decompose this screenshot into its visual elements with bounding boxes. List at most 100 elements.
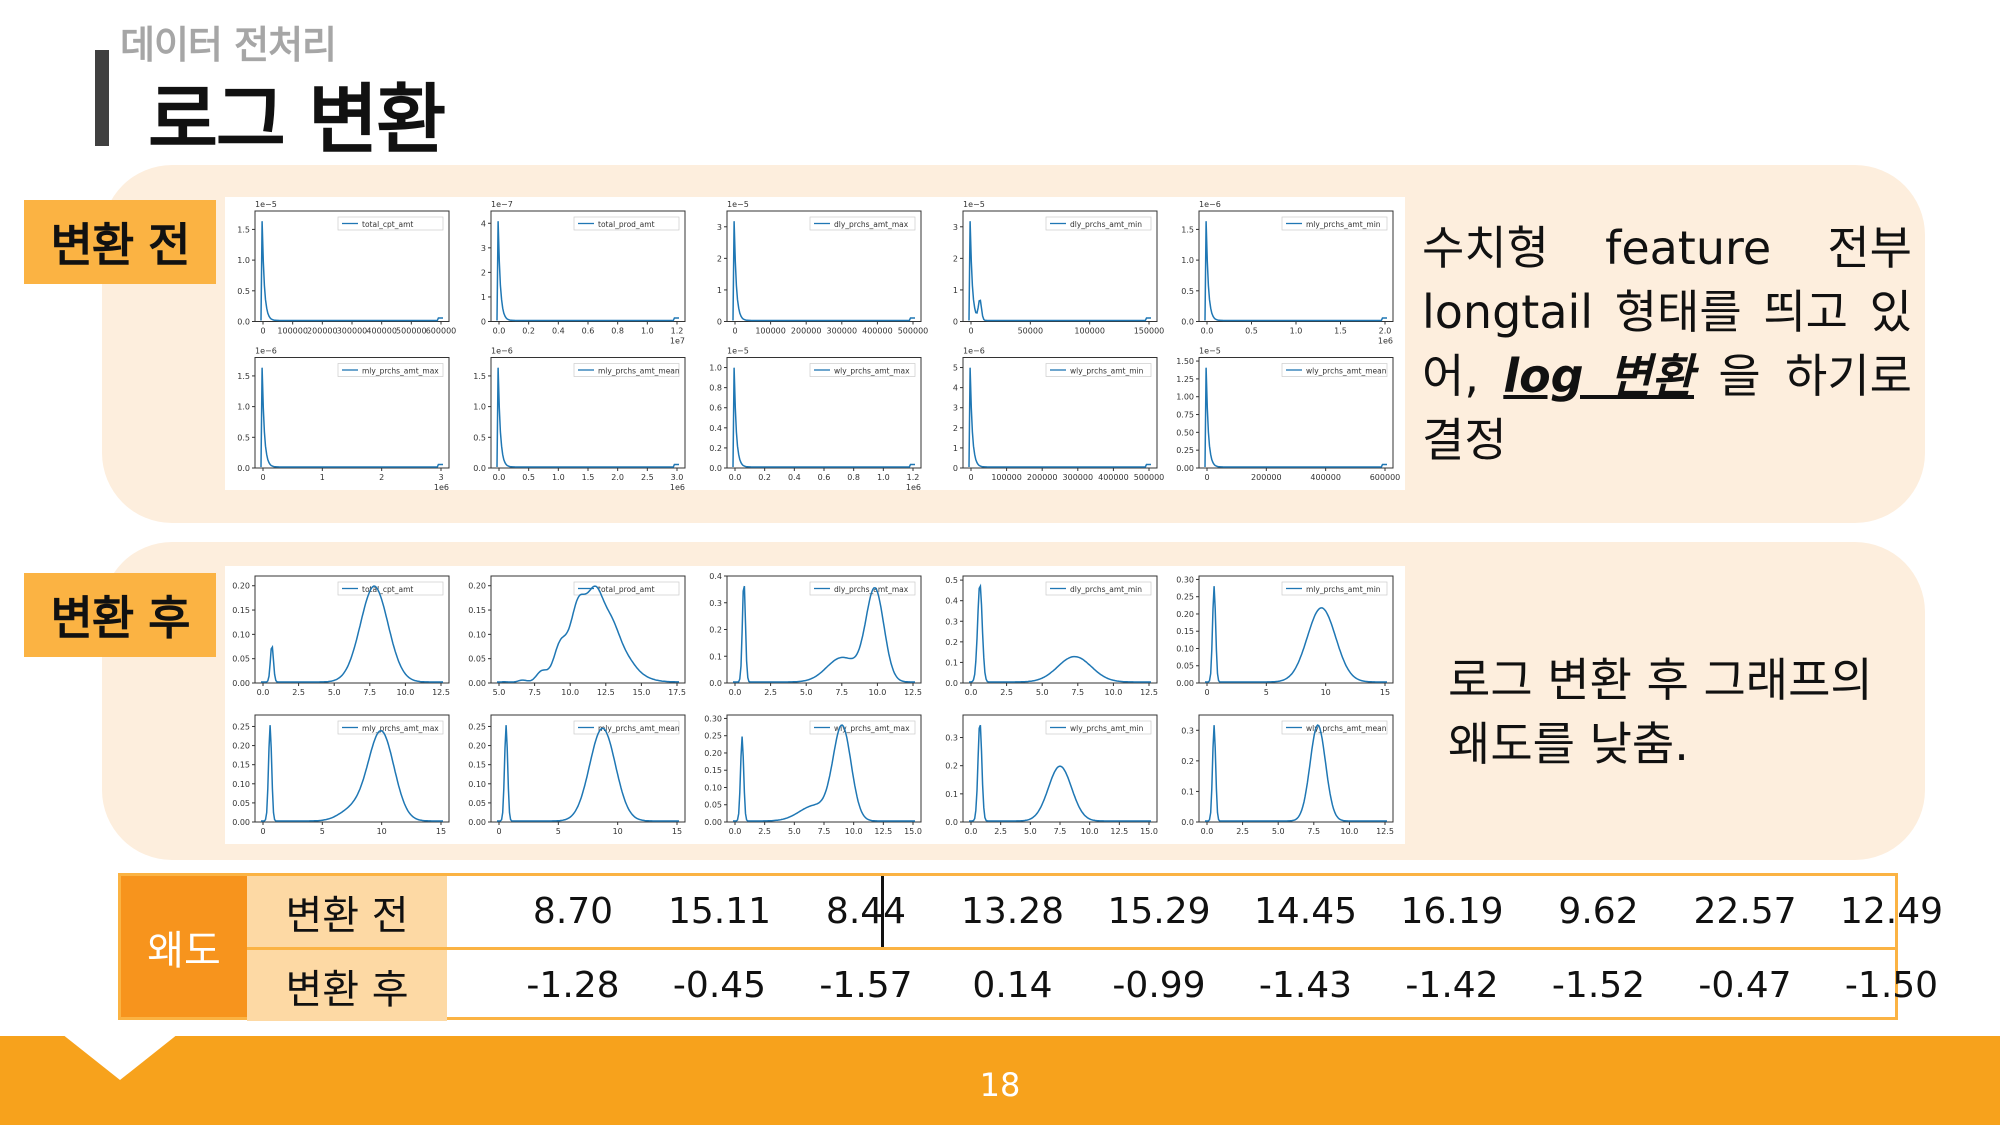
y-tick-label: 0.00 (232, 818, 250, 827)
y-tick-label: 1 (953, 444, 958, 453)
y-tick-label: 1 (953, 286, 958, 295)
x-tick-label: 10 (377, 827, 387, 836)
x-tick-label: 7.5 (528, 688, 541, 697)
legend-box (1045, 363, 1152, 377)
x-tick-label: 12.5 (432, 688, 450, 697)
plot-total_cpt_amt: 0.00 0.05 0.10 0.15 0.20 0.0 2.5 5.0 7.5 10.0 12.5… (232, 575, 450, 697)
x-tick-label: 0.4 (788, 473, 801, 482)
y-tick-label: 0.00 (1176, 679, 1194, 688)
plot-dly_prchs_amt_min: 0 1 2 3 0 50000 100000 150000 1e−5 dly_prchs_amt_… (953, 200, 1164, 336)
skew-cell-before-4: 13.28 (960, 891, 1065, 932)
y-tick-label: 0.00 (704, 818, 722, 827)
x-tick-label: 1.0 (1290, 327, 1303, 336)
x-tick-label: 0.0 (729, 827, 742, 836)
y-tick-label: 0.10 (232, 780, 250, 789)
x-tick-label: 7.5 (1307, 827, 1320, 836)
y-scale-exponent: 1e−5 (727, 347, 749, 356)
after-tag: 변환 후 (24, 573, 216, 657)
skew-cell-after-4: 0.14 (972, 965, 1053, 1006)
y-tick-label: 0.05 (468, 655, 486, 664)
x-tick-label: 500000 (1134, 473, 1165, 482)
x-tick-label: 0.6 (818, 473, 831, 482)
x-tick-label: 15.0 (904, 827, 922, 836)
y-tick-label: 0 (717, 318, 722, 327)
x-tick-label: 10 (1321, 688, 1331, 697)
plot-mly_prchs_amt_min: 0.0 0.5 1.0 1.5 0.0 0.5 1.0 1.5 2.0 1e−6 1e6 mly_pr… (1181, 200, 1394, 346)
density-curve (1204, 367, 1387, 468)
x-tick-label: 0 (260, 473, 265, 482)
skew-cell-after-1: -1.28 (526, 965, 620, 1006)
x-scale-offset: 1e6 (670, 483, 685, 490)
after-description: 로그 변환 후 그래프의 왜도를 낮춤. (1448, 653, 1873, 771)
legend-box (809, 581, 916, 596)
x-tick-label: 12.5 (597, 688, 615, 697)
x-tick-label: 15 (436, 827, 446, 836)
legend-label: wly_prchs_amt_max (834, 724, 910, 733)
density-curve (497, 585, 679, 683)
y-tick-label: 2 (717, 254, 722, 263)
plot-mly_prchs_amt_min: 0.00 0.05 0.10 0.15 0.20 0.25 0.30 0 5 10 15 mly_pr… (1176, 575, 1394, 697)
density-curve (261, 585, 443, 683)
legend-label: total_cpt_amt (362, 220, 413, 229)
legend-label: total_prod_amt (598, 585, 655, 594)
legend-box (809, 363, 916, 377)
x-tick-label: 0.8 (847, 473, 860, 482)
x-tick-label: 0.8 (611, 327, 624, 336)
x-tick-label: 10.0 (845, 827, 863, 836)
plot-mly_prchs_amt_mean: 0.00 0.05 0.10 0.15 0.20 0.25 0 5 10 15 mly_prchs_… (468, 714, 686, 836)
skew-cell-after-9: -0.47 (1698, 965, 1792, 1006)
x-tick-label: 7.5 (1054, 827, 1067, 836)
y-tick-label: 0 (953, 318, 958, 327)
y-tick-label: 1 (717, 286, 722, 295)
skew-cell-before-8: 9.62 (1558, 891, 1639, 932)
x-tick-label: 15 (672, 827, 682, 836)
skew-cell-before-1: 8.70 (532, 891, 614, 932)
y-tick-label: 0.5 (237, 433, 250, 442)
y-tick-label: 0.15 (1176, 627, 1194, 636)
legend-box (1045, 720, 1152, 735)
page-number: 18 (979, 1066, 1021, 1104)
x-tick-label: 1.0 (552, 473, 565, 482)
legend-label: wly_prchs_amt_mean (1306, 724, 1387, 733)
y-tick-label: 0.2 (709, 626, 722, 635)
y-scale-exponent: 1e−6 (963, 347, 985, 356)
y-scale-exponent: 1e−6 (1199, 200, 1221, 209)
y-tick-label: 0.15 (468, 606, 486, 615)
plot-wly_prchs_amt_max: 0.00.20.40.60.81.00.0 0.2 0.4 0.6 0.8 1.0 1.21… (709, 347, 922, 490)
x-tick-label: 15.0 (1140, 827, 1158, 836)
skew-cell-before-3: 8.44 (825, 891, 907, 932)
y-tick-label: 0.05 (468, 799, 486, 808)
legend-label: total_cpt_amt (362, 585, 413, 594)
x-tick-label: 100000 (991, 473, 1022, 482)
after-plots-image: 0.00 0.05 0.10 0.15 0.20 0.0 2.5 5.0 7.5 10.0 12.5… (225, 566, 1405, 844)
y-tick-label: 1.0 (1181, 256, 1194, 265)
x-tick-label: 5.0 (800, 688, 813, 697)
plot-wly_prchs_amt_mean: 0.0 0.1 0.2 0.3 0.0 2.5 5.0 7.5 10.0 12.5 wly_prch… (1181, 714, 1394, 836)
y-tick-label: 0.3 (945, 617, 958, 626)
y-scale-exponent: 1e−6 (491, 347, 513, 356)
y-tick-label: 1.00 (1176, 393, 1194, 402)
x-tick-label: 10.0 (1104, 688, 1122, 697)
x-tick-label: 5 (556, 827, 561, 836)
x-tick-label: 7.5 (818, 827, 831, 836)
x-tick-label: 100000 (277, 327, 308, 336)
legend-box (1045, 581, 1152, 596)
x-tick-label: 5.0 (328, 688, 341, 697)
skew-cell-before-6: 14.45 (1253, 891, 1358, 932)
plot-wly_prchs_amt_min: 0 1 2 3 4 5 0 100000 200000 300000 400000 500000 1e−… (953, 347, 1164, 483)
legend-label: mly_prchs_amt_max (362, 724, 439, 733)
y-tick-label: 0.3 (1181, 726, 1194, 735)
x-tick-label: 300000 (1063, 473, 1094, 482)
y-tick-label: 0.1 (709, 652, 722, 661)
x-tick-label: 5 (1264, 688, 1269, 697)
skew-cell-before-2: 15.11 (667, 891, 772, 932)
y-tick-label: 0.10 (232, 630, 250, 639)
legend-label: wly_prchs_amt_min (1070, 367, 1144, 376)
density-curve (1204, 221, 1387, 322)
x-tick-label: 2.5 (1236, 827, 1249, 836)
legend-box (1281, 363, 1388, 377)
y-tick-label: 2 (953, 424, 958, 433)
plot-wly_prchs_amt_max: 0.00 0.05 0.10 0.15 0.20 0.25 0.30 0.0 2.5 5.0 7.5… (704, 714, 922, 836)
y-tick-label: 2 (953, 254, 958, 263)
y-tick-label: 1.0 (709, 364, 722, 373)
